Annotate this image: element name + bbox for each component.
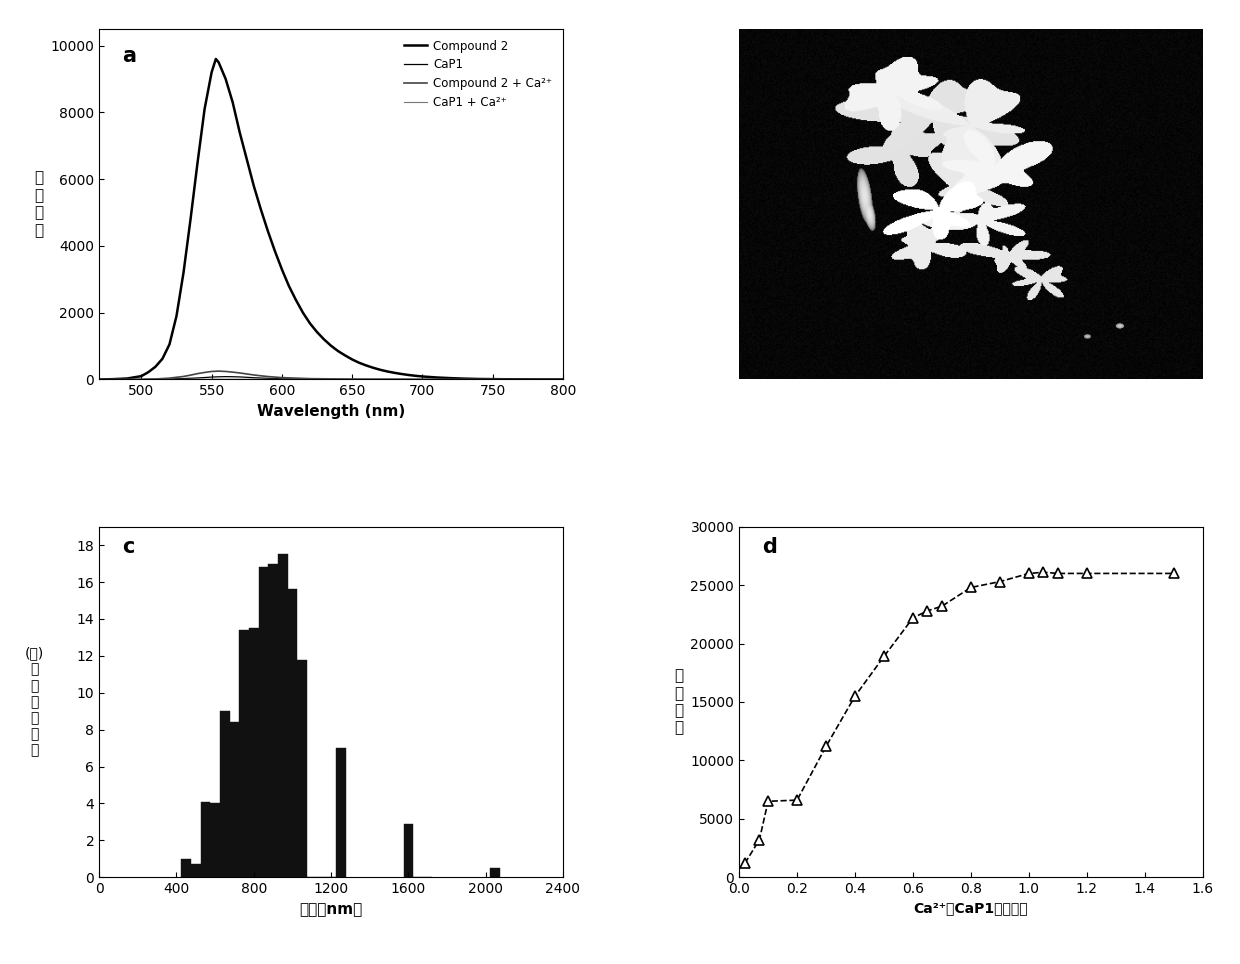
Compound 2 <box>155 353 170 364</box>
CaP1 <box>162 373 177 385</box>
CaP1 <box>120 374 135 386</box>
CaP1 + Ca²⁺ <box>205 373 219 385</box>
CaP1 + Ca²⁺ <box>176 373 191 385</box>
Compound 2 + Ca²⁺ <box>274 372 289 384</box>
Line: Compound 2: Compound 2 <box>99 59 563 380</box>
CaP1 + Ca²⁺ <box>92 374 107 386</box>
Compound 2 + Ca²⁺ <box>92 374 107 386</box>
Compound 2 + Ca²⁺ <box>190 368 205 380</box>
CaP1 <box>345 373 360 385</box>
Bar <box>201 802 211 877</box>
X-axis label: Wavelength (nm): Wavelength (nm) <box>257 404 405 419</box>
Text: c: c <box>123 537 135 557</box>
Text: (％)
数
量
概
分
分
布: (％) 数 量 概 分 分 布 <box>25 647 43 758</box>
Bar <box>336 748 346 877</box>
CaP1 <box>303 373 317 385</box>
Compound 2 + Ca²⁺ <box>345 373 360 385</box>
CaP1 <box>218 371 233 383</box>
CaP1 <box>92 374 107 386</box>
CaP1 <box>239 371 254 383</box>
Text: 发
光
强
度: 发 光 强 度 <box>35 171 43 238</box>
Bar <box>403 823 413 877</box>
Bar <box>239 630 249 877</box>
Compound 2 + Ca²⁺ <box>239 368 254 380</box>
Compound 2 + Ca²⁺ <box>303 373 317 385</box>
Compound 2 <box>485 373 500 385</box>
Bar <box>491 868 500 877</box>
CaP1 <box>556 374 570 386</box>
CaP1 <box>148 373 162 385</box>
Compound 2 + Ca²⁺ <box>253 370 268 382</box>
CaP1 <box>226 371 241 383</box>
Line: Compound 2 + Ca²⁺: Compound 2 + Ca²⁺ <box>99 371 563 380</box>
CaP1 <box>274 373 289 385</box>
Bar <box>278 554 288 877</box>
Line: CaP1: CaP1 <box>99 377 563 380</box>
CaP1 <box>190 372 205 384</box>
Bar <box>191 865 201 877</box>
Compound 2 <box>184 213 198 225</box>
CaP1 + Ca²⁺ <box>556 374 570 386</box>
Compound 2 <box>253 203 268 215</box>
Bar <box>288 589 298 877</box>
CaP1 + Ca²⁺ <box>247 373 262 385</box>
CaP1 + Ca²⁺ <box>345 374 360 386</box>
CaP1 <box>197 372 212 384</box>
Compound 2 + Ca²⁺ <box>247 369 262 381</box>
Compound 2 + Ca²⁺ <box>184 369 198 381</box>
X-axis label: Ca²⁺和CaP1的摩尔比: Ca²⁺和CaP1的摩尔比 <box>914 901 1028 916</box>
Compound 2 + Ca²⁺ <box>176 371 191 383</box>
Compound 2 <box>556 374 570 386</box>
Bar <box>268 564 278 877</box>
Legend: Compound 2, CaP1, Compound 2 + Ca²⁺, CaP1 + Ca²⁺: Compound 2, CaP1, Compound 2 + Ca²⁺, CaP… <box>399 35 557 114</box>
Compound 2 <box>542 374 557 386</box>
CaP1 <box>415 374 430 386</box>
Text: d: d <box>763 537 777 557</box>
Compound 2 + Ca²⁺ <box>415 373 430 385</box>
Compound 2 + Ca²⁺ <box>260 371 275 383</box>
Compound 2 + Ca²⁺ <box>205 365 219 377</box>
Text: a: a <box>123 46 136 67</box>
Bar <box>219 711 229 877</box>
CaP1 <box>247 372 262 384</box>
Compound 2 <box>92 374 107 386</box>
CaP1 <box>176 373 191 385</box>
Compound 2 + Ca²⁺ <box>232 367 247 379</box>
Compound 2 + Ca²⁺ <box>226 366 241 378</box>
Compound 2 + Ca²⁺ <box>211 365 226 377</box>
X-axis label: 粒径（nm）: 粒径（nm） <box>299 901 362 917</box>
CaP1 <box>211 371 226 383</box>
Bar <box>211 803 219 877</box>
Compound 2 + Ca²⁺ <box>162 372 177 384</box>
Bar <box>229 722 239 877</box>
CaP1 <box>232 371 247 383</box>
CaP1 <box>205 371 219 383</box>
CaP1 <box>260 372 275 384</box>
Compound 2 + Ca²⁺ <box>197 366 212 378</box>
Compound 2 + Ca²⁺ <box>218 365 233 377</box>
Text: 发
光
强
度: 发 光 强 度 <box>675 668 683 736</box>
Bar <box>298 659 306 877</box>
Compound 2 + Ca²⁺ <box>556 374 570 386</box>
Bar <box>249 629 259 877</box>
Bar <box>181 859 191 877</box>
Compound 2 + Ca²⁺ <box>148 373 162 385</box>
Compound 2 + Ca²⁺ <box>134 373 149 385</box>
Compound 2 <box>208 53 223 65</box>
Compound 2 <box>205 67 219 78</box>
Bar <box>259 567 268 877</box>
